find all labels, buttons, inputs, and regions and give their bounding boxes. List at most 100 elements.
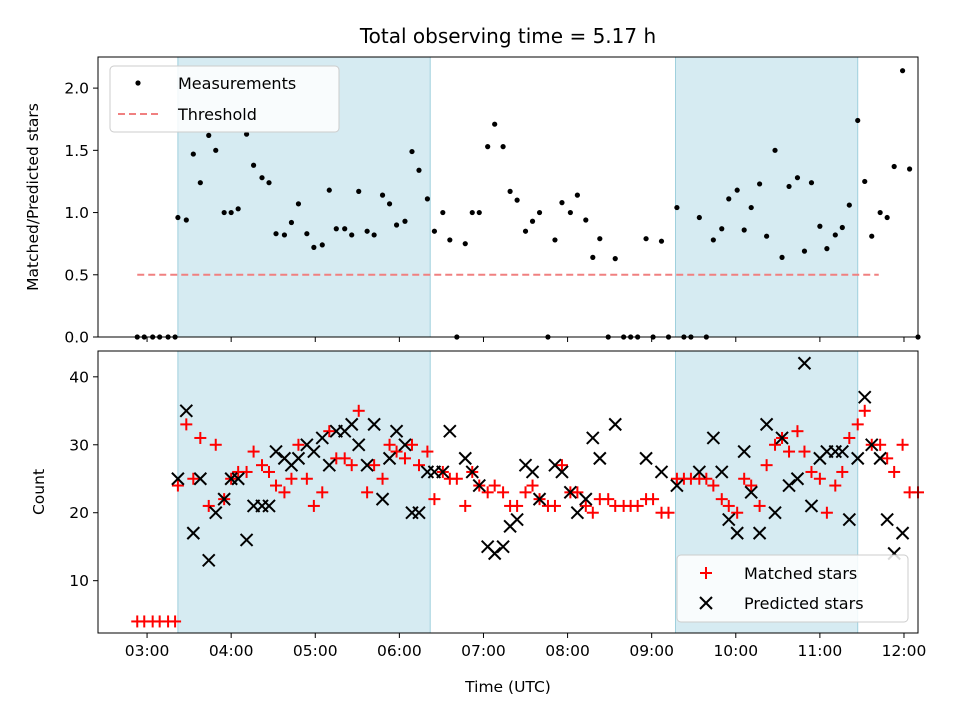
- matched-star-point: [169, 615, 182, 628]
- matched-star-point: [602, 493, 615, 506]
- matched-star-point: [722, 499, 735, 512]
- measurement-point: [529, 218, 536, 224]
- measurement-point: [597, 236, 603, 242]
- legend-matched-marker: [700, 567, 712, 579]
- predicted-star-point: [345, 417, 359, 432]
- measurement-point: [228, 209, 234, 216]
- measurement-point: [559, 200, 565, 206]
- predicted-star-point: [865, 438, 879, 452]
- legend-measurements-marker: [135, 80, 141, 86]
- top-y-tick-label: 0.5: [64, 266, 89, 284]
- measurement-point: [567, 209, 573, 216]
- predicted-star-point: [737, 444, 751, 459]
- predicted-star-point: [744, 485, 758, 500]
- matched-star-point: [738, 472, 751, 485]
- x-tick-label: 11:00: [798, 642, 843, 660]
- matched-star-point: [805, 465, 818, 478]
- matched-star-point: [256, 459, 268, 472]
- predicted-star-point: [835, 444, 850, 459]
- measurement-point: [612, 256, 618, 262]
- matched-star-point: [874, 438, 887, 451]
- predicted-star-point: [398, 438, 412, 452]
- matched-star-point: [209, 438, 222, 451]
- measurement-point: [741, 227, 747, 233]
- predicted-star-point: [790, 472, 805, 486]
- measurement-point: [295, 201, 302, 207]
- top-legend: Measurements Threshold: [109, 65, 340, 133]
- measurement-point: [371, 232, 377, 238]
- measurement-point: [197, 180, 203, 186]
- measurement-point: [462, 241, 468, 247]
- matched-star-point: [323, 425, 336, 438]
- predicted-star-point: [171, 472, 185, 486]
- measurement-point: [764, 233, 770, 239]
- matched-star-point: [851, 418, 864, 431]
- measurement-point: [333, 226, 339, 232]
- matched-star-point: [519, 486, 532, 499]
- legend-threshold-label: Threshold: [177, 105, 257, 124]
- matched-star-point: [300, 472, 313, 485]
- measurement-point: [846, 202, 852, 208]
- matched-star-point: [631, 499, 644, 512]
- measurement-point: [402, 218, 408, 224]
- legend-measurements-label: Measurements: [178, 74, 296, 93]
- matched-star-point: [888, 465, 901, 478]
- measurement-point: [726, 196, 732, 202]
- matched-star-point: [338, 452, 351, 465]
- predicted-star-point: [352, 438, 366, 452]
- matched-star-point: [700, 472, 713, 485]
- measurement-point: [674, 204, 680, 211]
- predicted-star-point: [443, 424, 457, 438]
- predicted-star-point: [472, 478, 486, 493]
- legend-predicted-marker: [699, 596, 713, 610]
- bottom-y-tick-label: 10: [69, 572, 89, 590]
- matched-star-point: [316, 486, 329, 499]
- measurement-point: [250, 162, 257, 168]
- x-tick-label: 12:00: [882, 642, 927, 660]
- predicted-star-point: [555, 465, 569, 479]
- measurement-point: [891, 163, 897, 170]
- matched-star-point: [421, 445, 434, 458]
- measurement-point: [311, 244, 317, 250]
- matched-star-point: [526, 479, 539, 492]
- predicted-star-point: [768, 506, 782, 520]
- matched-star-point: [798, 445, 811, 458]
- top-y-axis-label: Matched/Predicted stars: [24, 103, 42, 291]
- matched-star-point: [571, 486, 584, 499]
- bottom-count-points: [131, 356, 924, 628]
- predicted-star-point: [608, 417, 622, 432]
- predicted-star-point: [873, 451, 887, 466]
- matched-star-point: [352, 404, 365, 417]
- matched-star-point: [843, 431, 856, 444]
- matched-star-point: [813, 472, 826, 485]
- matched-star-point: [769, 438, 782, 451]
- predicted-star-point: [193, 472, 208, 486]
- measurement-point: [734, 187, 740, 193]
- measurement-point: [304, 231, 310, 237]
- x-tick-label: 08:00: [545, 642, 590, 660]
- matched-star-point: [488, 479, 501, 492]
- matched-star-point: [783, 445, 796, 458]
- measurement-point: [175, 214, 181, 221]
- measurement-point: [899, 68, 906, 74]
- measurement-point: [719, 226, 725, 232]
- top-axes: 0.0 0.5 1.0 1.5 2.0: [64, 80, 905, 347]
- predicted-star-point: [654, 465, 669, 479]
- x-tick-label: 03:00: [125, 642, 170, 660]
- predicted-star-point: [496, 539, 510, 554]
- predicted-star-point: [692, 465, 707, 479]
- x-tick-label: 09:00: [629, 642, 674, 660]
- predicted-star-point: [307, 444, 321, 459]
- matched-star-point: [263, 465, 276, 478]
- measurement-point: [869, 233, 875, 239]
- matched-star-point: [405, 438, 418, 451]
- measurement-point: [424, 196, 431, 202]
- matched-star-point: [829, 479, 842, 492]
- predicted-star-point: [269, 444, 283, 459]
- measurement-point: [416, 167, 422, 173]
- measurement-point: [817, 223, 823, 229]
- matched-star-point: [361, 486, 374, 499]
- measurement-point: [440, 209, 446, 216]
- predicted-star-point: [782, 478, 796, 493]
